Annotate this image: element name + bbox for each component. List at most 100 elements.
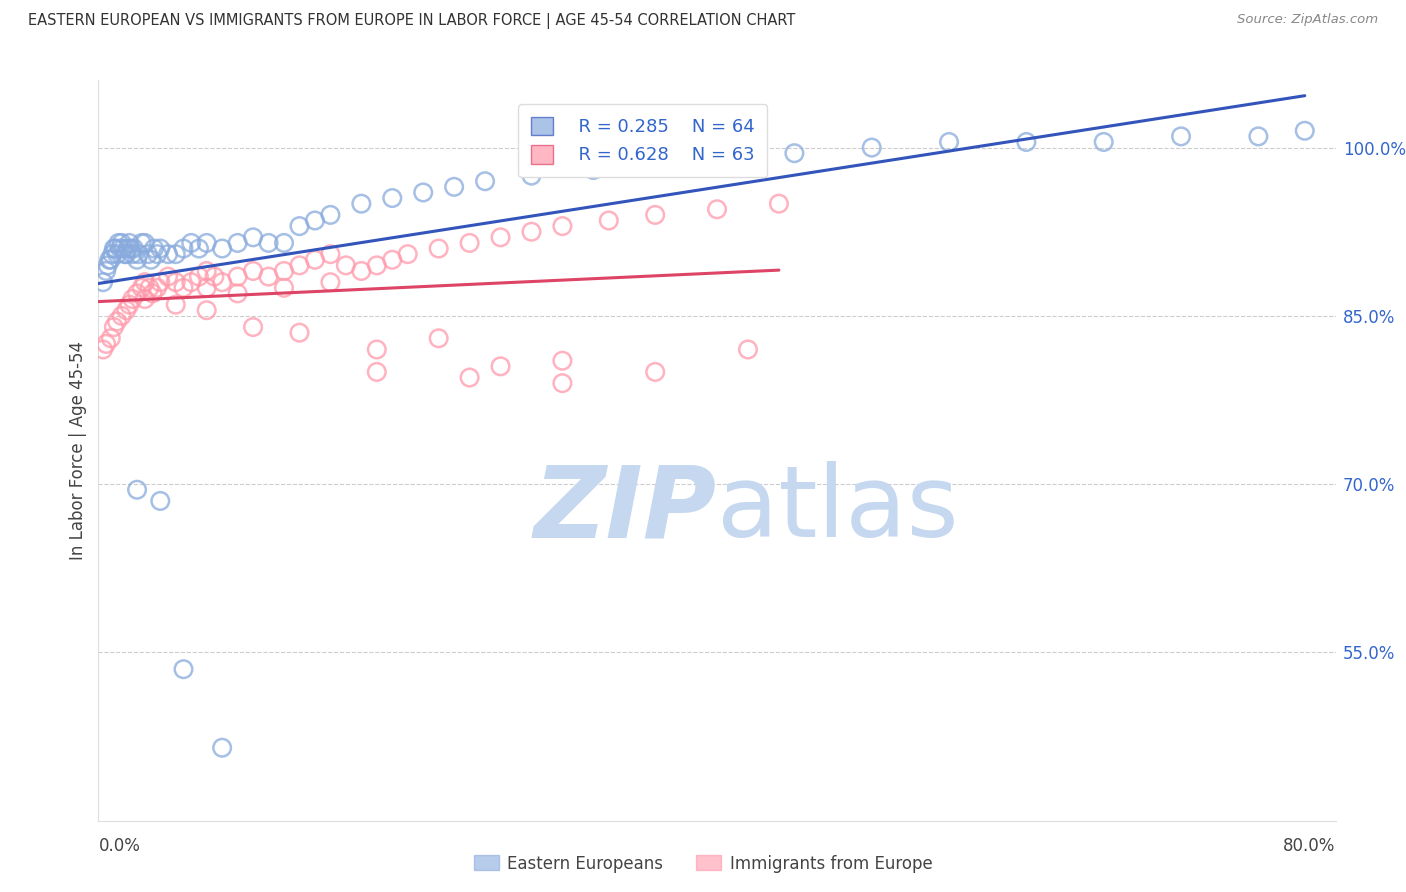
Point <box>105 314 128 328</box>
Point <box>288 259 311 273</box>
Point <box>165 298 187 312</box>
Point <box>165 275 187 289</box>
Point <box>551 376 574 391</box>
Point <box>134 235 156 250</box>
Point <box>211 275 233 289</box>
Point <box>122 242 145 256</box>
Point <box>100 252 122 267</box>
Point <box>131 281 153 295</box>
Point <box>173 281 195 295</box>
Point <box>91 343 114 357</box>
Point <box>288 326 311 340</box>
Point <box>706 152 728 166</box>
Point <box>120 242 142 256</box>
Point <box>381 252 404 267</box>
Point <box>304 213 326 227</box>
Point <box>115 303 138 318</box>
Point <box>860 140 883 154</box>
Point <box>783 146 806 161</box>
Point <box>195 281 218 295</box>
Point <box>474 174 496 188</box>
Point <box>149 275 172 289</box>
Point <box>114 247 136 261</box>
Text: EASTERN EUROPEAN VS IMMIGRANTS FROM EUROPE IN LABOR FORCE | AGE 45-54 CORRELATIO: EASTERN EUROPEAN VS IMMIGRANTS FROM EURO… <box>28 13 796 29</box>
Point <box>115 247 138 261</box>
Point <box>188 242 211 256</box>
Point <box>458 370 481 384</box>
Point <box>706 202 728 217</box>
Point <box>142 286 165 301</box>
Point <box>242 230 264 244</box>
Point <box>104 242 127 256</box>
Point <box>288 219 311 233</box>
Point <box>91 275 114 289</box>
Point <box>551 219 574 233</box>
Point <box>107 235 129 250</box>
Point <box>257 235 280 250</box>
Point <box>938 135 960 149</box>
Legend: Eastern Europeans, Immigrants from Europe: Eastern Europeans, Immigrants from Europ… <box>467 848 939 880</box>
Point <box>134 292 156 306</box>
Point <box>98 252 121 267</box>
Point <box>396 247 419 261</box>
Point <box>100 331 122 345</box>
Point <box>427 331 450 345</box>
Point <box>427 242 450 256</box>
Point <box>768 196 790 211</box>
Point <box>551 353 574 368</box>
Point <box>520 225 543 239</box>
Point <box>188 269 211 284</box>
Point <box>644 157 666 171</box>
Point <box>366 343 388 357</box>
Point <box>350 264 373 278</box>
Point <box>273 281 295 295</box>
Point <box>149 494 172 508</box>
Point <box>1294 124 1316 138</box>
Point <box>1170 129 1192 144</box>
Point <box>121 292 143 306</box>
Point <box>304 252 326 267</box>
Point <box>211 242 233 256</box>
Point <box>117 242 139 256</box>
Point <box>111 235 134 250</box>
Point <box>128 247 150 261</box>
Point <box>118 235 141 250</box>
Point <box>273 264 295 278</box>
Point <box>195 303 218 318</box>
Point <box>412 186 434 200</box>
Point <box>118 298 141 312</box>
Point <box>489 230 512 244</box>
Point <box>319 208 342 222</box>
Point <box>121 247 143 261</box>
Point <box>350 196 373 211</box>
Point <box>96 337 118 351</box>
Point <box>101 247 124 261</box>
Text: Source: ZipAtlas.com: Source: ZipAtlas.com <box>1237 13 1378 27</box>
Point <box>112 242 135 256</box>
Text: atlas: atlas <box>717 461 959 558</box>
Point <box>146 281 169 295</box>
Point <box>1092 135 1115 149</box>
Point <box>598 213 620 227</box>
Point <box>103 320 125 334</box>
Point <box>127 252 149 267</box>
Point <box>257 269 280 284</box>
Point <box>1015 135 1038 149</box>
Point <box>139 252 162 267</box>
Point <box>1247 129 1270 144</box>
Point <box>319 247 342 261</box>
Point <box>489 359 512 374</box>
Point <box>319 275 342 289</box>
Point <box>146 247 169 261</box>
Point <box>173 242 195 256</box>
Point <box>737 343 759 357</box>
Point <box>366 259 388 273</box>
Point <box>127 286 149 301</box>
Point <box>226 269 249 284</box>
Point <box>226 286 249 301</box>
Point <box>138 281 160 295</box>
Point <box>644 208 666 222</box>
Text: 0.0%: 0.0% <box>98 838 141 855</box>
Point <box>195 264 218 278</box>
Point <box>273 235 295 250</box>
